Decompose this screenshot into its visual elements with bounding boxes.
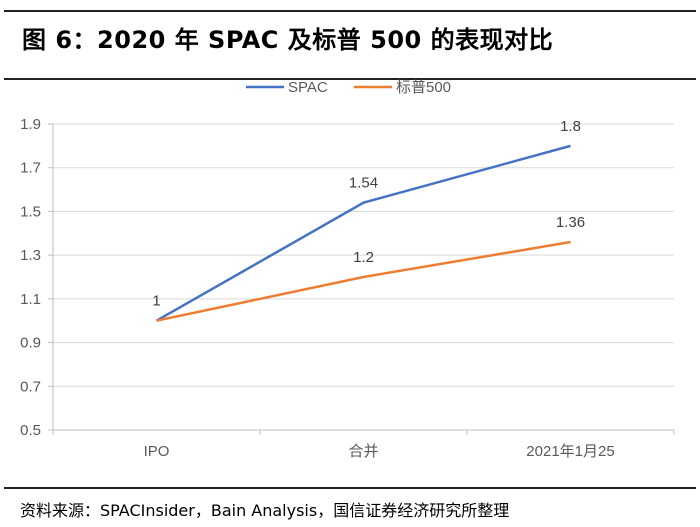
y-tick-label: 1.3 (20, 247, 41, 264)
y-tick-label: 0.5 (20, 422, 41, 439)
x-tick-label: 合并 (348, 443, 378, 460)
legend-label: SPAC (288, 79, 328, 96)
bottom-rule (4, 487, 696, 489)
y-tick-label: 1.9 (20, 116, 41, 133)
title-rule (4, 78, 696, 80)
source-note: 资料来源：SPACInsider，Bain Analysis，国信证券经济研究所… (20, 501, 510, 520)
series-line-SPAC (155, 144, 571, 322)
data-label: 1 (152, 293, 160, 310)
figure-title: 图 6：2020 年 SPAC 及标普 500 的表现对比 (22, 26, 554, 54)
y-tick-label: 1.5 (20, 203, 41, 220)
y-tick-label: 0.7 (20, 378, 41, 395)
top-rule (4, 10, 696, 12)
y-tick-label: 1.1 (20, 291, 41, 308)
x-tick-label: IPO (144, 443, 170, 460)
x-tick-label: 2021年1月25 (526, 443, 614, 460)
y-tick-label: 1.7 (20, 160, 41, 177)
y-tick-label: 0.9 (20, 335, 41, 352)
data-label: 1.2 (353, 249, 374, 266)
data-label: 1.36 (556, 214, 585, 231)
data-label: 1.8 (560, 118, 581, 135)
series-line-标普500 (156, 240, 571, 322)
legend-label: 标普500 (396, 79, 451, 96)
data-label: 1.54 (349, 175, 378, 192)
